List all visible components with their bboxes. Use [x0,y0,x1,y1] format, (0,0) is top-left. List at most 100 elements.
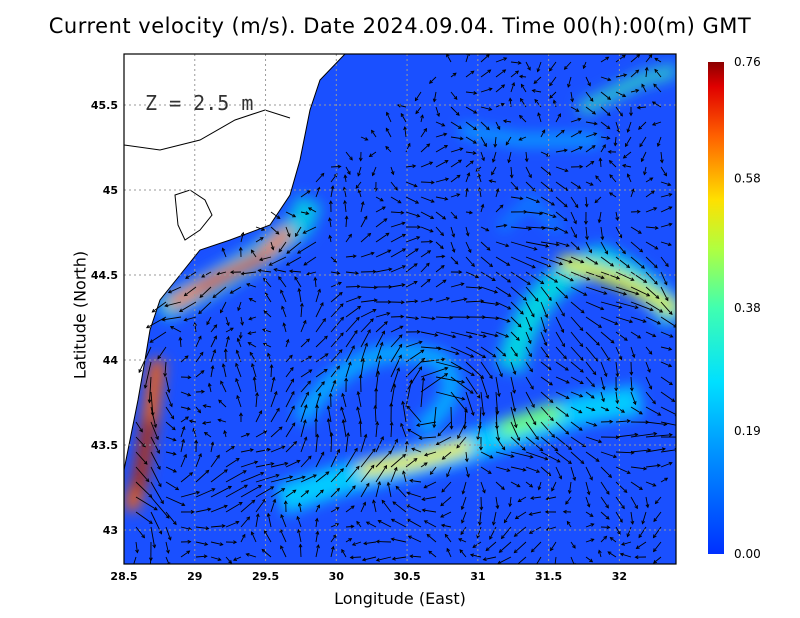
arrow-head [565,413,570,417]
velocity-arrow [570,181,581,189]
velocity-arrow [285,339,289,348]
arrow-head [315,530,320,535]
velocity-arrow [345,448,358,468]
arrow-head [194,439,199,444]
velocity-arrow [540,406,554,421]
arrow-head [610,339,615,344]
velocity-arrow [390,467,398,483]
velocity-arrow [218,399,227,408]
arrow-head [383,218,388,222]
arrow-head [385,145,390,150]
velocity-arrow [546,496,557,500]
arrow-head [303,404,308,409]
velocity-arrow [480,226,489,232]
grid-lines [124,54,676,564]
velocity-arrow [615,91,626,97]
velocity-arrow [270,391,278,408]
y-tick-label: 44 [103,354,119,367]
arrow-head [314,517,319,522]
velocity-arrow [217,271,227,275]
arrow-head [431,316,436,321]
velocity-arrow [510,181,519,190]
arrow-head [441,122,446,127]
arrow-head [322,317,326,322]
arrow-head [335,523,340,527]
arrow-head [631,188,635,193]
arrow-head [219,542,224,546]
arrow-head [606,525,611,530]
velocity-arrow [540,436,559,452]
arrow-head [259,237,264,241]
velocity-arrow [435,376,465,383]
velocity-arrow [462,481,467,494]
arrow-head [326,405,331,410]
arrow-head [297,528,301,533]
arrow-head [659,309,664,313]
velocity-arrow [510,61,521,64]
velocity-arrow [360,201,364,213]
velocity-arrow [267,353,272,363]
velocity-arrow [315,434,319,453]
arrow-head [437,432,442,437]
arrow-head [385,127,390,132]
arrow-head [255,513,260,518]
arrow-head [516,437,521,442]
velocity-arrow [270,488,285,498]
arrow-head [455,112,460,116]
arrow-head [600,306,605,311]
velocity-arrow [630,481,643,490]
velocity-arrow [150,391,154,416]
velocity-arrow [270,426,283,438]
arrow-head [247,342,252,346]
arrow-head [579,380,584,385]
arrow-head [655,295,660,299]
velocity-arrow [180,406,191,410]
velocity-arrow [450,331,472,338]
arrow-head [653,264,658,269]
arrow-head [258,257,264,262]
arrow-head [251,499,256,504]
arrow-head [418,366,423,371]
velocity-arrow [660,316,676,328]
arrow-head [440,232,445,237]
velocity-arrow [509,98,512,108]
arrow-head [385,232,390,237]
velocity-arrow [435,133,447,138]
arrow-head [589,182,594,186]
arrow-head [519,196,524,201]
arrow-head [502,69,507,74]
velocity-arrow [555,226,568,234]
arrow-head [291,422,296,427]
velocity-arrow [465,256,475,267]
arrow-head [477,173,482,178]
velocity-arrow [285,367,294,378]
arrow-head [187,392,192,397]
arrow-head [594,261,599,265]
velocity-arrow [303,256,317,266]
velocity-arrow [204,432,212,438]
velocity-arrow [585,256,598,265]
velocity-arrow [585,301,604,310]
arrow-head [255,392,259,397]
arrow-head [414,248,419,252]
arrow-head [440,265,445,269]
arrow-head [226,322,230,327]
velocity-arrow [395,486,407,498]
velocity-arrow [240,433,250,438]
velocity-arrow [315,335,328,348]
velocity-arrow [315,302,324,318]
velocity-arrow [345,538,352,543]
velocity-arrow [385,146,392,153]
arrow-head [517,60,522,65]
velocity-arrow [146,316,167,329]
arrow-head [470,372,475,376]
arrow-head [626,173,631,178]
velocity-arrow [465,391,474,416]
arrow-head [613,142,618,147]
velocity-arrow [585,316,602,328]
arrow-head [400,210,405,215]
arrow-head [539,211,544,216]
velocity-arrow [530,496,542,499]
velocity-arrow [375,232,390,243]
arrow-head [653,559,657,564]
